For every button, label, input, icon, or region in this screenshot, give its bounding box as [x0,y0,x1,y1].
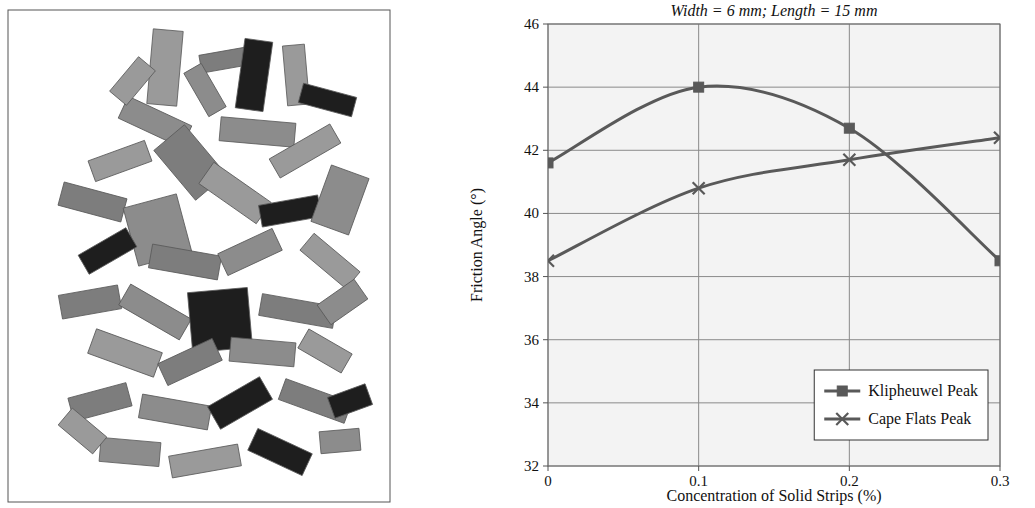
y-tick [543,24,548,25]
strip [88,329,163,377]
legend-marker [837,386,847,396]
point [844,123,854,133]
point [994,132,1000,144]
legend-marker [836,413,848,425]
plot-marks [548,82,1000,267]
y-tick-label: 32 [524,458,539,474]
grid-line [548,150,1000,151]
strip [298,83,356,117]
grid-line [548,213,1000,214]
grid-line [548,339,1000,340]
grid-line [548,87,1000,88]
strip [218,228,283,275]
strip [311,165,369,235]
strip [235,38,272,111]
legend-box [814,370,988,440]
strip [259,195,322,227]
legend: Klipheuwel Peak Cape Flats Peak [814,370,988,440]
strip [58,285,121,319]
strip [138,394,211,430]
y-tick [543,150,548,151]
x-tick [849,466,850,471]
chart-title: Width = 6 mm; Length = 15 mm [671,2,878,20]
y-tick [543,466,548,467]
x-tick-label: 0 [544,473,552,489]
y-tick-label: 36 [524,332,540,348]
series-line [548,138,1000,261]
point [694,82,704,92]
strip [119,284,192,340]
y-tick-label: 44 [524,79,540,95]
strip [110,57,156,106]
strip [99,437,161,466]
point [995,256,1000,266]
strip [58,408,107,454]
strip [248,428,313,475]
strip [184,63,226,116]
series-line [548,86,1000,261]
strip [229,337,296,367]
point [548,158,553,168]
y-tick-label: 34 [524,395,540,411]
y-tick-label: 40 [524,205,539,221]
strip [158,338,223,385]
point [693,182,705,194]
photo-frame [8,10,390,502]
point [843,154,855,166]
point [548,255,554,267]
y-axis-title: Friction Angle (°) [468,188,486,302]
strip [147,29,183,106]
y-tick [543,339,548,340]
y-tick [543,276,548,277]
legend-label: Klipheuwel Peak [868,382,978,400]
y-tick [543,87,548,88]
strip [300,233,360,288]
y-tick [543,402,548,403]
strip [148,244,221,280]
strip [208,377,273,430]
x-axis-title: Concentration of Solid Strips (%) [666,487,881,505]
legend-label: Cape Flats Peak [868,410,971,428]
photo-panel [8,10,390,502]
x-tick [548,466,549,471]
y-tick-label: 38 [524,269,539,285]
x-tick [1000,466,1001,471]
strip [58,182,127,222]
strip [319,428,361,453]
strip [88,140,152,181]
strip [327,384,372,418]
y-tick-label: 46 [524,16,540,32]
strip [219,117,296,147]
strip [298,329,352,373]
y-tick [543,213,548,214]
grid-line [548,276,1000,277]
strip [317,279,368,324]
strip [78,228,137,275]
figure: 323436384042444600.10.20.3Width = 6 mm; … [0,0,1035,508]
x-tick [698,466,699,471]
y-tick-label: 42 [524,142,539,158]
x-tick-label: 0.3 [991,473,1010,489]
plot-background [548,24,1000,466]
strip [169,444,242,478]
plot-frame [548,24,1000,466]
